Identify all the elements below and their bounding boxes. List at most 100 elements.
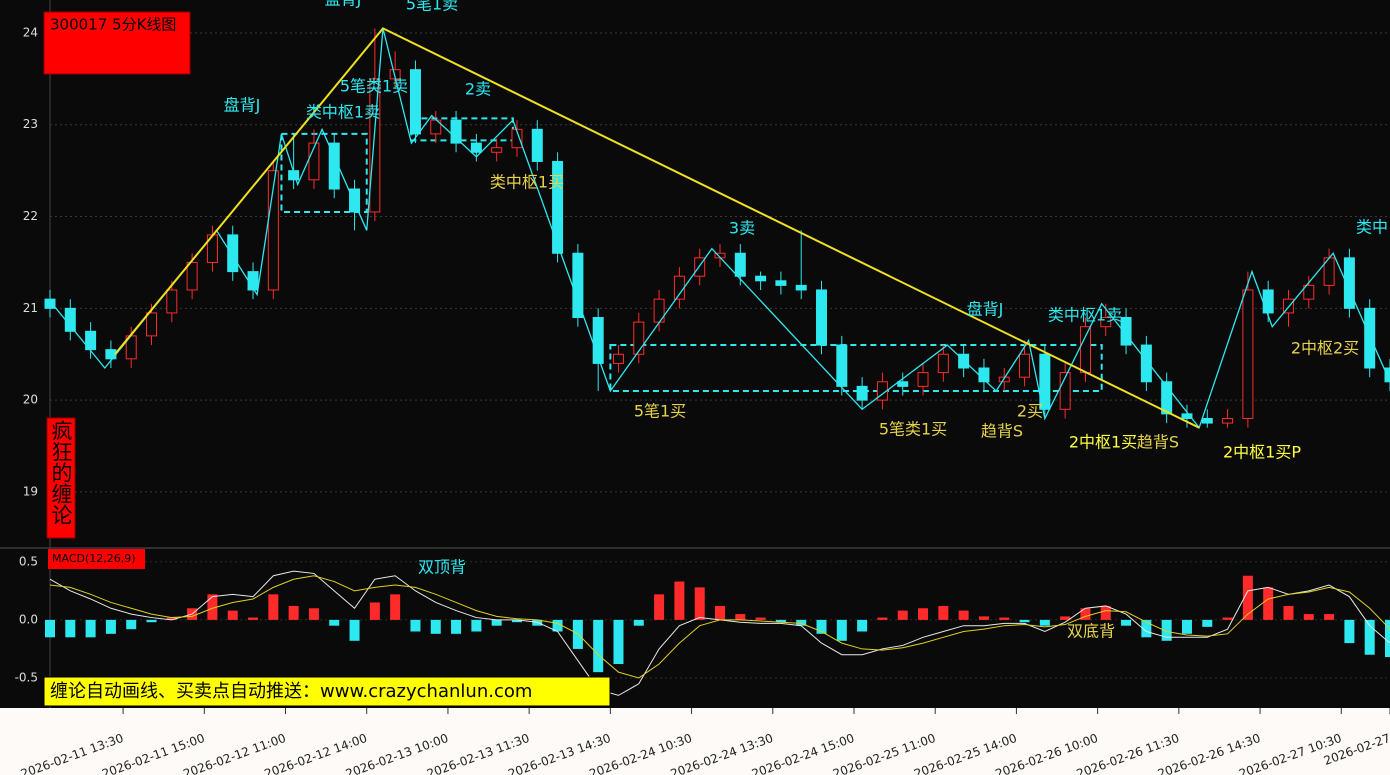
y-tick-label: 23 <box>23 117 38 131</box>
macd-bar <box>674 581 685 620</box>
macd-bar <box>552 619 563 632</box>
candle-body <box>227 234 239 273</box>
macd-bar <box>390 594 401 620</box>
macd-bar <box>1060 616 1071 620</box>
banner: 缠论自动画线、买卖点自动推送：www.crazychanlun.com <box>50 681 532 702</box>
macd-bar <box>1019 619 1030 623</box>
macd-bar <box>349 619 360 641</box>
macd-bar <box>248 617 259 620</box>
candle-body <box>836 344 848 387</box>
macd-bar <box>1181 619 1192 634</box>
title-box <box>43 11 191 75</box>
candle-body <box>937 353 949 374</box>
macd-bar <box>369 602 380 620</box>
macd-bar <box>715 605 725 620</box>
candle-body <box>1140 344 1152 383</box>
macd-bar <box>836 619 847 641</box>
macd-bar <box>85 619 96 638</box>
annotation: 5笔1买 <box>634 402 686 421</box>
annotation: 盘背J <box>967 300 1004 319</box>
annotation: 双顶背 <box>418 558 466 577</box>
macd-bar <box>146 619 157 623</box>
macd-bar <box>65 619 76 638</box>
macd-bar <box>654 594 665 620</box>
candle-body <box>1262 289 1274 314</box>
candle-body <box>146 312 158 337</box>
macd-bar <box>633 619 644 626</box>
y-tick-label: 0.5 <box>19 554 38 568</box>
candle-body <box>328 142 340 190</box>
y-tick-label: 21 <box>23 301 38 315</box>
macd-bar <box>1303 614 1314 620</box>
annotation: 5笔类1买 <box>879 420 947 439</box>
macd-bar <box>593 619 604 673</box>
candle-body <box>1039 353 1051 410</box>
candle-body <box>64 307 76 332</box>
annotation: 盘背J <box>224 96 261 115</box>
macd-bar <box>1141 619 1152 638</box>
candle-body <box>1079 326 1091 374</box>
macd-bar <box>613 619 624 665</box>
candle-body <box>592 317 604 364</box>
macd-bar <box>308 608 319 620</box>
macd-line <box>49 575 1390 679</box>
macd-bar <box>1080 608 1091 620</box>
macd-bar <box>897 610 908 620</box>
candle-body <box>349 188 361 213</box>
macd-bar <box>1344 619 1355 644</box>
candle-body <box>572 252 584 319</box>
candle-body <box>44 298 56 309</box>
candle-body <box>267 170 279 291</box>
macd-bar <box>288 605 299 620</box>
macd-bar <box>1100 605 1111 620</box>
annotation: 2卖 <box>465 80 491 99</box>
candle-body <box>775 280 787 286</box>
macd-bar <box>1364 619 1375 655</box>
annotation: 2中枢2买 <box>1291 339 1359 358</box>
candle-body <box>166 289 178 314</box>
zone <box>609 344 1103 392</box>
macd-bar <box>735 614 746 620</box>
macd-bar <box>755 617 766 620</box>
annotation: 趋背S <box>1137 433 1179 452</box>
annotation: 双底背 <box>1067 622 1115 641</box>
candle-body <box>897 381 909 387</box>
macd-bar <box>329 619 340 626</box>
y-tick-label: 19 <box>23 484 38 498</box>
candle-body <box>1059 372 1071 410</box>
macd-bar <box>126 619 137 630</box>
y-tick-label: 24 <box>23 25 38 39</box>
macd-bar <box>1039 619 1050 626</box>
macd-bar <box>1202 619 1213 627</box>
macd-bar <box>1283 605 1294 620</box>
candle-body <box>369 78 381 213</box>
macd-bar <box>268 594 279 620</box>
macd-bar <box>491 619 502 626</box>
macd-bar <box>1324 614 1335 620</box>
label-box <box>46 417 76 539</box>
candle-body <box>1242 289 1254 419</box>
candle-body <box>491 147 503 153</box>
candle-body <box>1181 413 1193 419</box>
macd-bar <box>877 617 888 620</box>
candle-body <box>1161 381 1173 415</box>
macd-bar <box>816 619 827 634</box>
macd-bar <box>471 619 482 632</box>
annotation: 盘背J <box>325 0 362 9</box>
candle-body <box>755 275 767 282</box>
banner-box <box>43 676 611 707</box>
macd-bar <box>166 617 177 620</box>
candle-body <box>734 252 746 277</box>
macd-bar <box>227 610 238 620</box>
macd-label-box <box>48 549 145 569</box>
annotation: 2买 <box>1017 402 1043 421</box>
annotation: 5笔类1卖 <box>340 77 408 96</box>
candle-body <box>308 142 320 181</box>
annotation: 3卖 <box>729 219 755 238</box>
chart-title: 300017 5分K线图 <box>50 16 176 34</box>
candle-body <box>552 160 564 254</box>
annotation: 趋背S <box>981 422 1023 441</box>
macd-bar <box>857 619 868 632</box>
